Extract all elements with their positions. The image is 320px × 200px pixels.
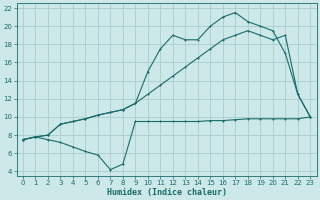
X-axis label: Humidex (Indice chaleur): Humidex (Indice chaleur) [107,188,227,197]
